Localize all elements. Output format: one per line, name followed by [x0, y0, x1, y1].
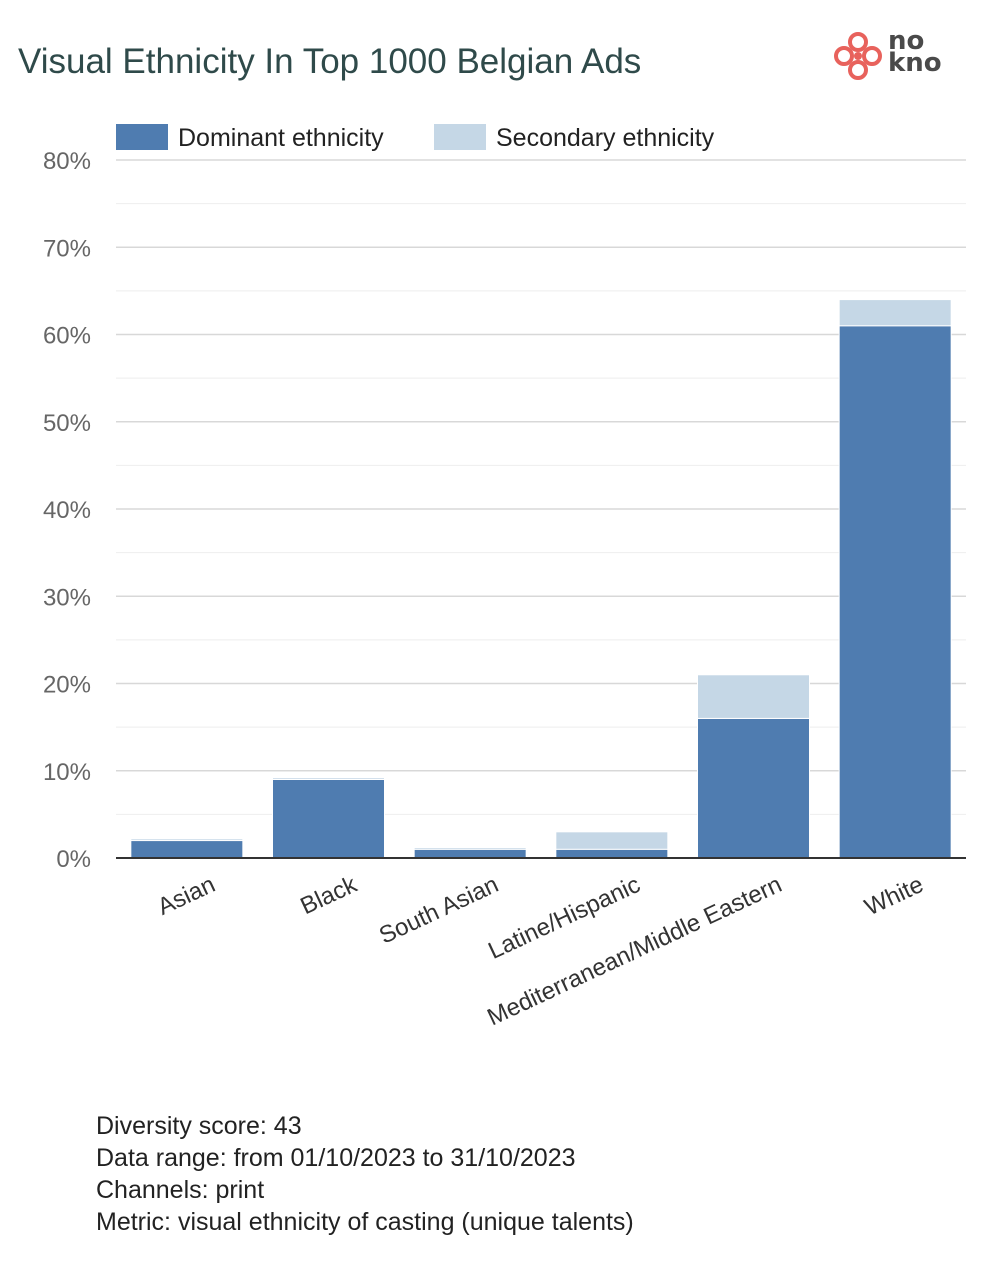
bar-secondary [555, 831, 669, 850]
legend-swatch-dominant [116, 124, 168, 150]
logo-line-1: no [888, 26, 925, 56]
diversity-score: Diversity score: 43 [96, 1112, 302, 1140]
bar-dominant [413, 848, 527, 859]
y-tick-label: 60% [43, 323, 91, 350]
chart-title: Visual Ethnicity In Top 1000 Belgian Ads [18, 42, 642, 81]
bar-dominant [272, 778, 385, 859]
chart-footer: Diversity score: 43 Data range: from 01/… [96, 1110, 634, 1238]
stacked-bar-chart: 0% 10% 20% 30% 40% 50% 60% 70% 80% Asian Black Sout… [43, 124, 966, 1031]
bar-dominant [697, 717, 810, 859]
nokno-logo: no kno [832, 26, 952, 86]
y-tick-label: 70% [43, 235, 91, 262]
legend-swatch-secondary [434, 124, 486, 150]
bar-secondary [272, 777, 385, 780]
logo-wordmark: no kno [888, 26, 942, 78]
y-tick-label: 20% [43, 672, 91, 699]
bar-dominant [555, 848, 669, 859]
bar-dominant [130, 840, 244, 859]
bar-dominant [838, 325, 952, 859]
y-tick-label: 0% [56, 846, 91, 873]
legend-label-dominant: Dominant ethnicity [178, 124, 384, 152]
channels: Channels: print [96, 1176, 265, 1204]
y-tick-label: 30% [43, 584, 91, 611]
data-range: Data range: from 01/10/2023 to 31/10/202… [96, 1144, 576, 1172]
x-tick-label: South Asian [375, 871, 503, 950]
bar-secondary [413, 847, 527, 850]
y-tick-label: 10% [43, 759, 91, 786]
y-tick-label: 40% [43, 497, 91, 524]
metric: Metric: visual ethnicity of casting (uni… [96, 1208, 634, 1236]
bar-secondary [130, 838, 244, 842]
x-tick-label: White [861, 871, 928, 921]
y-tick-label: 80% [43, 148, 91, 175]
legend-label-secondary: Secondary ethnicity [496, 124, 715, 152]
logo-line-2: kno [888, 48, 942, 78]
x-tick-label: Asian [154, 871, 220, 921]
y-tick-label: 50% [43, 410, 91, 437]
x-tick-label: Black [296, 871, 362, 921]
bar-secondary [838, 299, 952, 327]
logo-flower-icon [834, 32, 882, 80]
bar-secondary [697, 674, 810, 719]
